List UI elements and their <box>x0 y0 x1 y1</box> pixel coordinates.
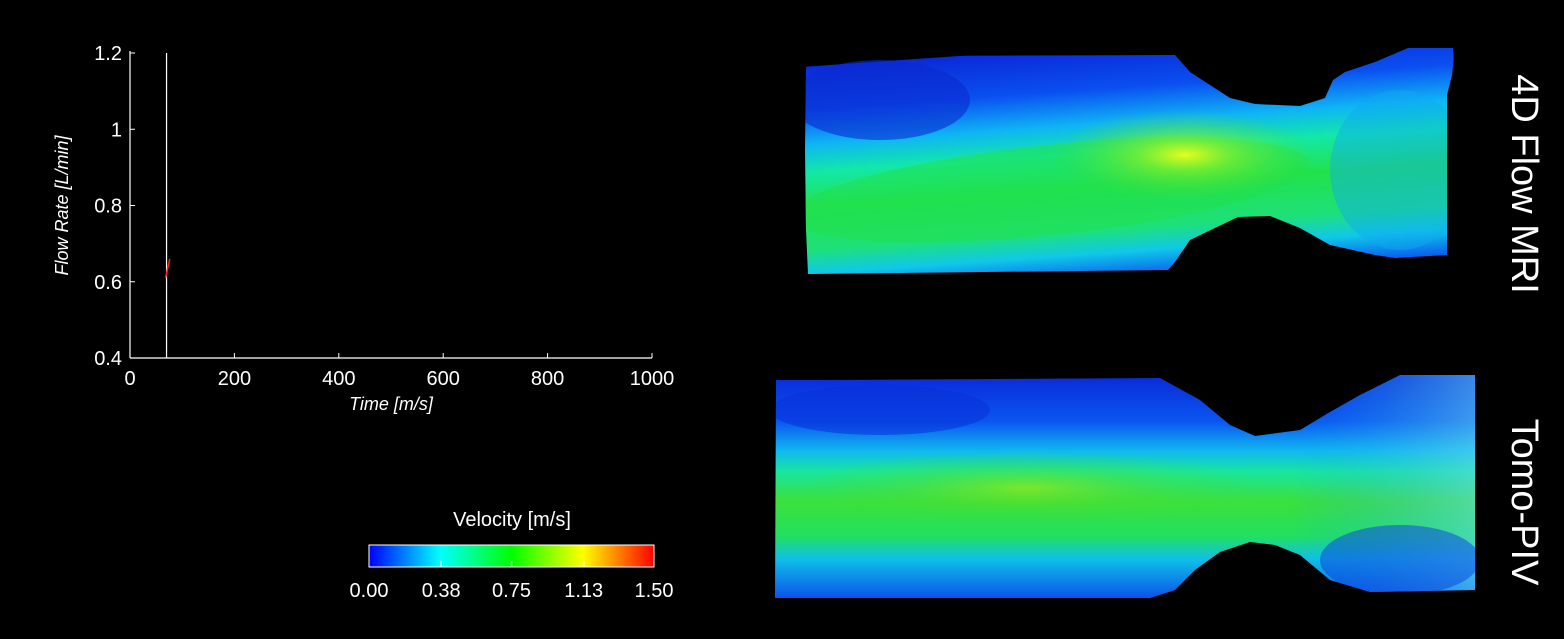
mri-velocity-field <box>805 48 1455 274</box>
mri-panel-label: 4D Flow MRI <box>1503 74 1545 294</box>
x-tick-label: 600 <box>427 368 460 390</box>
y-axis-title: Flow Rate [L/min] <box>52 134 72 275</box>
y-tick-label: 0.8 <box>94 196 122 218</box>
flow-rate-series-line <box>164 258 171 279</box>
x-tick-label: 800 <box>531 368 564 390</box>
colorbar-title: Velocity [m/s] <box>453 509 571 531</box>
piv-velocity-field <box>775 375 1475 598</box>
piv-panel-label: Tomo-PIV <box>1503 419 1545 586</box>
x-axis-ticks: 0 200 400 600 800 1000 <box>124 353 674 390</box>
x-tick-label: 200 <box>218 368 251 390</box>
y-tick-label: 1 <box>111 119 122 141</box>
colorbar-tick-label: 1.13 <box>564 580 603 602</box>
flow-rate-plot: 0 200 400 600 800 1000 0.4 0.6 0.8 1 1.2 Time [m/… <box>52 43 674 414</box>
y-tick-label: 0.6 <box>94 272 122 294</box>
colorbar-ticks: 0.00 0.38 0.75 1.13 1.50 <box>350 561 674 602</box>
y-tick-label: 0.4 <box>94 348 122 370</box>
y-tick-label: 1.2 <box>94 43 122 65</box>
x-tick-label: 1000 <box>630 368 675 390</box>
colorbar-tick-label: 0.75 <box>492 580 531 602</box>
colorbar-tick-label: 1.50 <box>635 580 674 602</box>
x-tick-label: 0 <box>124 368 135 390</box>
velocity-colorbar: Velocity [m/s] 0.00 0.38 0.75 1.13 1.50 <box>350 509 674 602</box>
x-axis-title: Time [m/s] <box>349 394 434 414</box>
x-tick-label: 400 <box>322 368 355 390</box>
colorbar-tick-label: 0.38 <box>422 580 461 602</box>
y-axis-ticks: 0.4 0.6 0.8 1 1.2 <box>94 43 135 370</box>
colorbar-tick-label: 0.00 <box>350 580 389 602</box>
series-layer <box>164 258 171 279</box>
